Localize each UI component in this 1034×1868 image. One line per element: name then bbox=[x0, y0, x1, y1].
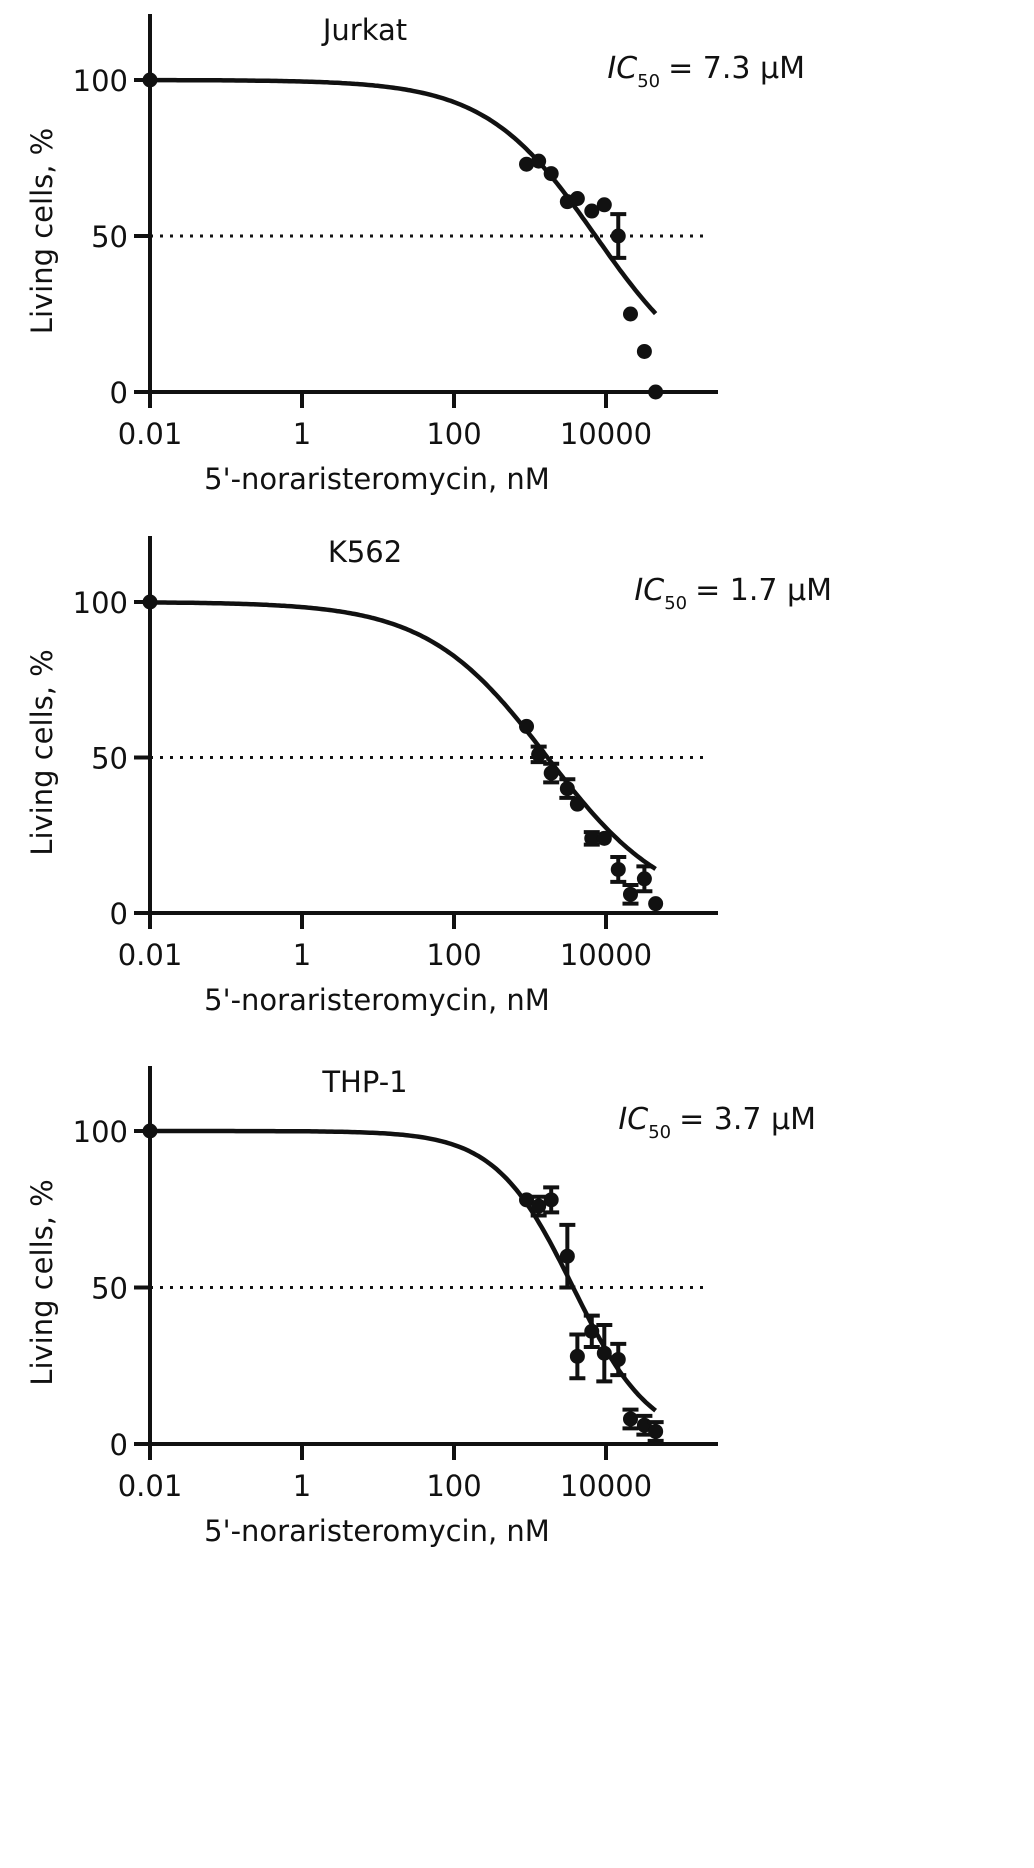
data-point bbox=[622, 306, 638, 322]
x-tick-label: 1 bbox=[293, 1469, 311, 1503]
data-point bbox=[636, 871, 652, 887]
data-point bbox=[569, 796, 585, 812]
data-point bbox=[142, 72, 158, 88]
ic-subscript: 50 bbox=[664, 593, 687, 614]
data-point bbox=[142, 1123, 158, 1139]
y-tick-label: 0 bbox=[110, 1428, 128, 1462]
data-point bbox=[596, 830, 612, 846]
data-point bbox=[531, 153, 547, 169]
x-tick-label: 100 bbox=[426, 417, 481, 451]
y-tick-label: 100 bbox=[73, 1115, 128, 1149]
data-point bbox=[596, 1345, 612, 1361]
y-tick-label: 100 bbox=[73, 64, 128, 98]
y-axis-label: Living cells, % bbox=[25, 128, 59, 334]
x-tick-label: 10000 bbox=[560, 1469, 652, 1503]
ic50-annotation: IC50 = 7.3 μM bbox=[607, 51, 805, 92]
ic50-annotation: IC50 = 3.7 μM bbox=[618, 1102, 816, 1143]
data-point bbox=[519, 718, 535, 734]
data-point bbox=[584, 830, 600, 846]
y-tick-label: 100 bbox=[73, 586, 128, 620]
data-point bbox=[610, 228, 626, 244]
chart-panel-3: 0 50 100 0.01 1 100 10000 5'-noraristeromycin, … bbox=[25, 1065, 816, 1548]
data-point bbox=[559, 1248, 575, 1264]
data-point bbox=[519, 156, 535, 172]
y-tick-label: 0 bbox=[110, 897, 128, 931]
data-point bbox=[569, 191, 585, 207]
chart-title: Jurkat bbox=[321, 13, 407, 47]
data-point bbox=[648, 384, 664, 400]
y-axis-label: Living cells, % bbox=[25, 1179, 59, 1385]
x-axis-label: 5'-noraristeromycin, nM bbox=[204, 983, 550, 1017]
chart-title: K562 bbox=[328, 535, 402, 569]
fit-curve bbox=[150, 600, 657, 871]
data-point bbox=[519, 1192, 535, 1208]
y-tick-label: 50 bbox=[91, 742, 128, 776]
x-tick-label: 0.01 bbox=[118, 417, 183, 451]
x-tick-label: 1 bbox=[293, 938, 311, 972]
data-point bbox=[142, 594, 158, 610]
x-tick-label: 10000 bbox=[560, 938, 652, 972]
fit-curve bbox=[150, 1128, 658, 1413]
x-tick-label: 0.01 bbox=[118, 1469, 183, 1503]
ic-subscript: 50 bbox=[637, 71, 660, 92]
ic-symbol: IC bbox=[618, 1102, 648, 1137]
data-point bbox=[584, 1323, 600, 1339]
data-point bbox=[531, 746, 547, 762]
ic-symbol: IC bbox=[607, 51, 637, 86]
ic-value: = 7.3 μM bbox=[668, 51, 805, 86]
chart-panel-2: 0 50 100 0.01 1 100 10000 5'-noraristeromycin, … bbox=[25, 535, 832, 1017]
chart-title: THP-1 bbox=[321, 1065, 407, 1099]
data-point bbox=[622, 1411, 638, 1427]
x-tick-label: 0.01 bbox=[118, 938, 183, 972]
ic-symbol: IC bbox=[634, 573, 664, 608]
y-axis-label: Living cells, % bbox=[25, 649, 59, 855]
data-point bbox=[531, 1198, 547, 1214]
ic50-annotation: IC50 = 1.7 μM bbox=[634, 573, 832, 614]
ic-value: = 1.7 μM bbox=[695, 573, 832, 608]
x-axis-label: 5'-noraristeromycin, nM bbox=[204, 1514, 550, 1548]
data-point bbox=[559, 781, 575, 797]
data-point bbox=[584, 203, 600, 219]
data-point bbox=[648, 896, 664, 912]
x-axis-label: 5'-noraristeromycin, nM bbox=[204, 462, 550, 496]
data-point bbox=[596, 197, 612, 213]
ic-subscript: 50 bbox=[648, 1122, 671, 1143]
data-point bbox=[610, 861, 626, 877]
ic-value: = 3.7 μM bbox=[679, 1102, 816, 1137]
y-tick-label: 50 bbox=[91, 1272, 128, 1306]
x-tick-label: 10000 bbox=[560, 417, 652, 451]
data-point bbox=[543, 1192, 559, 1208]
chart-panel-1: 0 50 100 0.01 1 100 10000 5'-noraristeromycin, … bbox=[25, 13, 805, 496]
y-tick-label: 50 bbox=[91, 220, 128, 254]
data-point bbox=[636, 343, 652, 359]
x-tick-label: 100 bbox=[426, 938, 481, 972]
y-tick-label: 0 bbox=[110, 376, 128, 410]
x-tick-label: 100 bbox=[426, 1469, 481, 1503]
data-point bbox=[543, 765, 559, 781]
data-point bbox=[543, 166, 559, 182]
data-point bbox=[622, 886, 638, 902]
data-point bbox=[648, 1423, 664, 1439]
data-point bbox=[610, 1351, 626, 1367]
data-point bbox=[569, 1348, 585, 1364]
x-tick-label: 1 bbox=[293, 417, 311, 451]
